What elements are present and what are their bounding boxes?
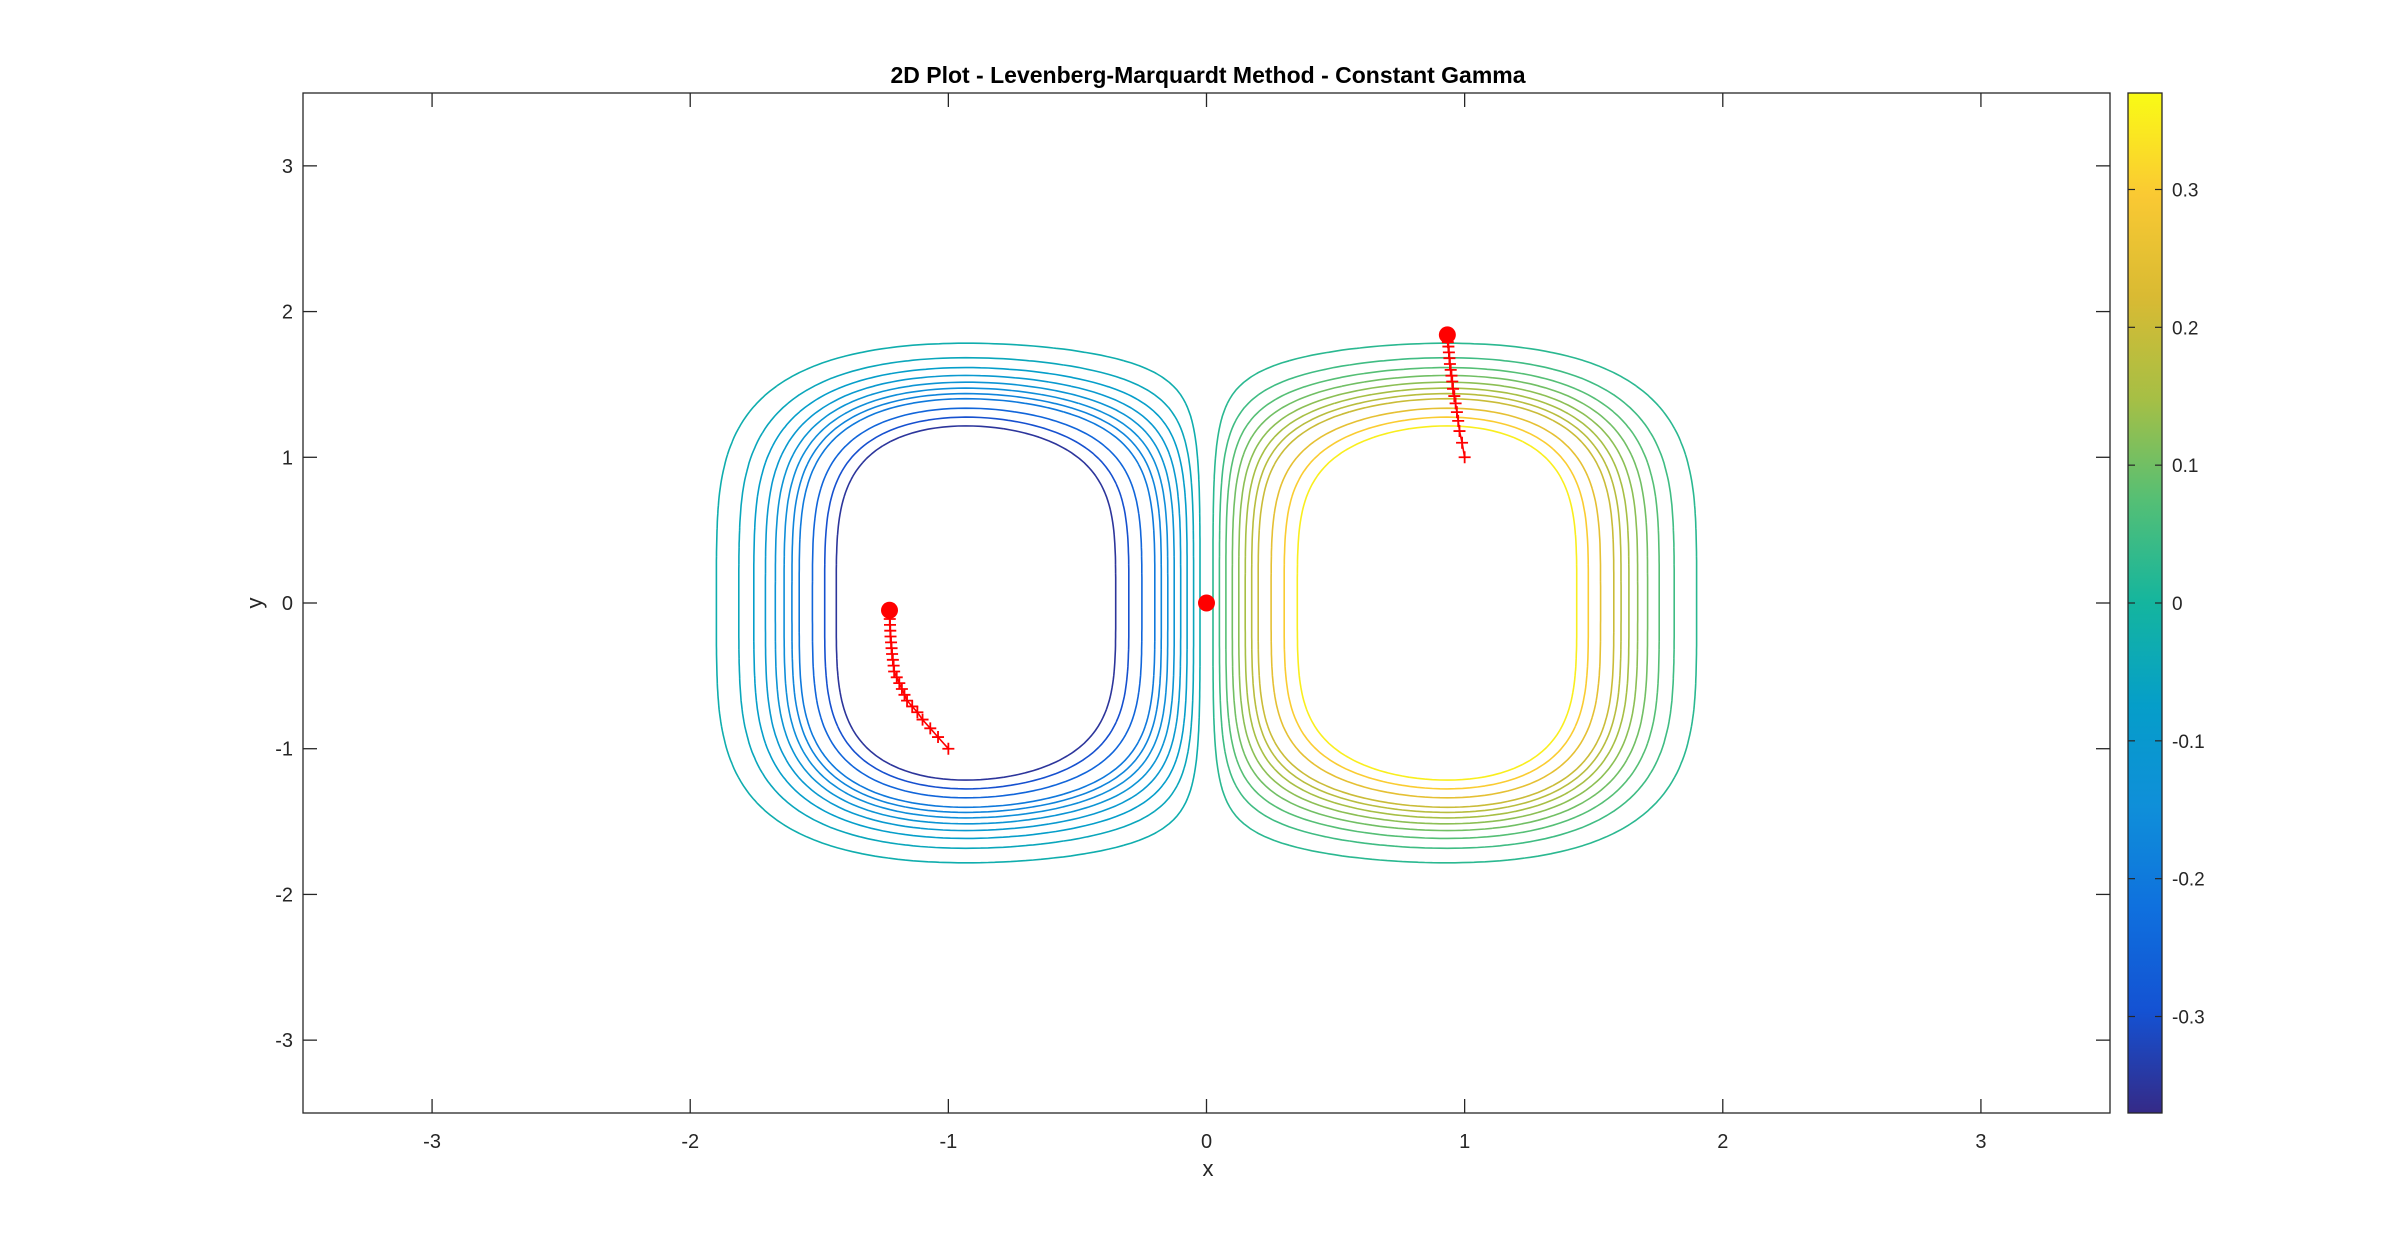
y-tick-label-6: 3 <box>282 156 293 178</box>
trajectory-1-point-2 <box>1453 425 1466 438</box>
trajectory-0-point-8 <box>895 682 908 695</box>
contour-level-16 <box>1244 387 1630 819</box>
contour-level-13 <box>1225 366 1660 840</box>
y-tick-label-3: 0 <box>282 593 293 615</box>
contour-level-3 <box>798 397 1156 809</box>
x-tick-label-0: -3 <box>423 1131 441 1153</box>
contour-level-11 <box>1212 342 1698 864</box>
y-tick-label-1: -2 <box>275 884 293 906</box>
plot-area: -3 -2 -1 0 1 2 3 -3 -2 -1 0 1 2 3 <box>275 92 2111 1153</box>
contour-level-9 <box>738 356 1195 850</box>
trajectory-1-point-0 <box>1458 451 1471 464</box>
colorbar-tick-label-4: 0.1 <box>2172 456 2198 477</box>
contour-level-2 <box>811 407 1143 799</box>
colorbar-tick-label-5: 0.2 <box>2172 318 2198 339</box>
colorbar-tick-label-0: -0.3 <box>2172 1008 2205 1029</box>
y-axis-ticks: -3 -2 -1 0 1 2 3 <box>275 156 2110 1052</box>
x-tick-label-5: 2 <box>1717 1131 1728 1153</box>
trajectory-0-point-10 <box>890 671 903 684</box>
x-tick-label-1: -2 <box>681 1131 699 1153</box>
y-tick-label-0: -3 <box>275 1030 293 1052</box>
contour-level-10 <box>715 342 1201 864</box>
trajectory-0-point-1 <box>932 731 945 744</box>
x-axis-label: x <box>1203 1156 1214 1181</box>
trajectory-0-endpoint <box>881 601 899 619</box>
y-tick-label-5: 2 <box>282 302 293 324</box>
x-tick-label-6: 3 <box>1975 1131 1986 1153</box>
contour-level-5 <box>783 387 1169 819</box>
trajectory-0-point-9 <box>893 677 906 690</box>
trajectory-0-point-2 <box>924 722 937 735</box>
trajectory-0-point-5 <box>906 700 919 713</box>
trajectory-0-point-4 <box>911 706 924 719</box>
trajectory-0-point-7 <box>898 688 911 701</box>
contour-level-20 <box>1283 416 1590 790</box>
colorbar: -0.3 -0.2 -0.1 0 0.1 0.2 0.3 <box>2127 92 2205 1114</box>
trajectories <box>881 326 1471 755</box>
colorbar-ticks: -0.3 -0.2 -0.1 0 0.1 0.2 0.3 <box>2128 180 2205 1029</box>
x-tick-label-2: -1 <box>939 1131 957 1153</box>
trajectory-0-point-6 <box>901 694 914 707</box>
chart-title: 2D Plot - Levenberg-Marquardt Method - C… <box>890 62 1525 88</box>
colorbar-tick-label-6: 0.3 <box>2172 180 2198 201</box>
contour-level-14 <box>1231 374 1649 832</box>
trajectory-0-point-3 <box>916 713 929 726</box>
trajectory-1-point-1 <box>1456 436 1469 449</box>
colorbar-tick-label-2: -0.1 <box>2172 732 2205 753</box>
colorbar-tick-label-1: -0.2 <box>2172 870 2205 891</box>
contour-level-6 <box>774 381 1175 825</box>
trajectory-1-point-6 <box>1448 390 1461 403</box>
y-tick-label-2: -1 <box>275 739 293 761</box>
contour-level-4 <box>791 392 1163 814</box>
contour-level-15 <box>1238 381 1639 825</box>
contour-level-7 <box>764 374 1182 832</box>
colorbar-tick-label-3: 0 <box>2172 594 2183 615</box>
trajectory-1-endpoint <box>1438 326 1456 344</box>
x-tick-label-4: 1 <box>1459 1131 1470 1153</box>
trajectory-1-point-5 <box>1449 397 1462 410</box>
x-tick-label-3: 0 <box>1201 1131 1212 1153</box>
contour-level-12 <box>1218 356 1675 850</box>
trajectory-0-point-0 <box>942 742 955 755</box>
y-tick-label-4: 1 <box>282 447 293 469</box>
contour-level-18 <box>1257 397 1615 809</box>
contour-level-8 <box>753 366 1188 840</box>
trajectory-1-point-4 <box>1450 406 1463 419</box>
contour-level-0 <box>835 425 1117 781</box>
contour-lines <box>715 342 1698 864</box>
contour-level-21 <box>1296 425 1578 781</box>
y-axis-label: y <box>242 598 267 609</box>
trajectory-2-endpoint <box>1198 594 1215 612</box>
contour-level-1 <box>823 416 1130 790</box>
contour-level-17 <box>1250 392 1622 814</box>
x-axis-ticks: -3 -2 -1 0 1 2 3 <box>423 93 1986 1153</box>
trajectory-1-point-3 <box>1452 414 1465 427</box>
contour-level-19 <box>1270 407 1602 799</box>
